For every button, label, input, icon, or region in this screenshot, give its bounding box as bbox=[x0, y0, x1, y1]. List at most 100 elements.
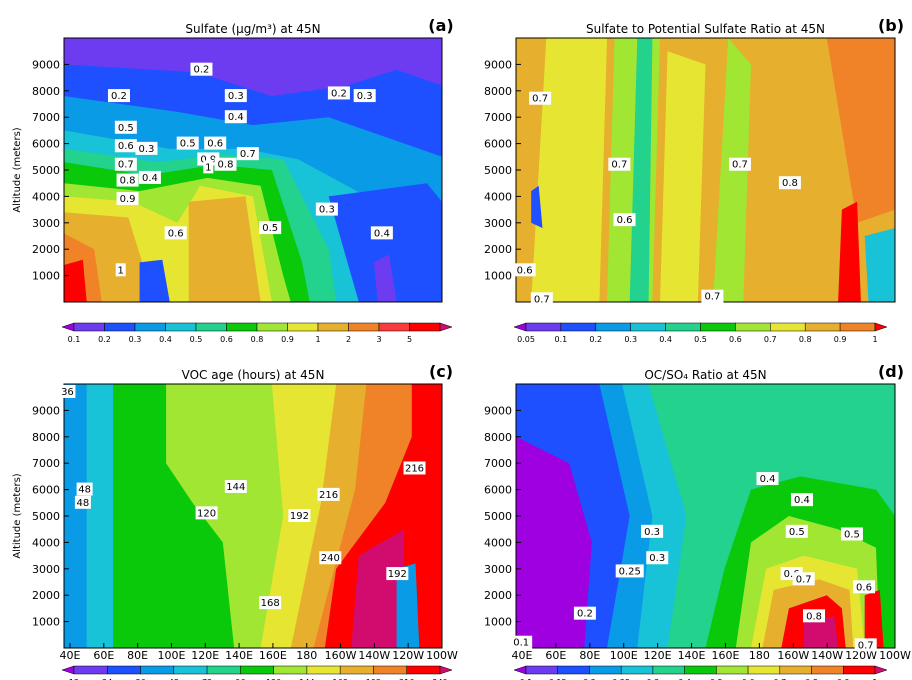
contour-label-bg bbox=[353, 89, 376, 103]
y-tick-label: 1000 bbox=[484, 270, 512, 283]
colorbar-level-label: 0.8 bbox=[251, 335, 264, 344]
contour-label: 0.7 bbox=[796, 574, 812, 585]
contour-label: 0.4 bbox=[794, 495, 810, 506]
colorbar-level-label: 0.25 bbox=[612, 678, 630, 680]
colorbar: 0.05 0.1 0.2 0.3 0.4 0.5 0.6 0.7 0.8 0.9 1 bbox=[513, 322, 888, 344]
y-tick-label: 2000 bbox=[484, 589, 512, 602]
y-tick-label: 6000 bbox=[484, 484, 512, 497]
colorbar-arrow-left bbox=[513, 322, 527, 332]
contour-label: 48 bbox=[77, 498, 90, 509]
colorbar-segment bbox=[195, 322, 227, 332]
contour-label: 0.3 bbox=[319, 205, 335, 216]
colorbar-level-label: 0.1 bbox=[68, 335, 81, 344]
x-tick-label: 60E bbox=[545, 649, 566, 662]
colorbar-segment bbox=[557, 665, 590, 675]
contour-label-bg bbox=[114, 157, 137, 171]
panel-label: (c) bbox=[429, 362, 453, 381]
contour-label: 0.2 bbox=[111, 91, 127, 102]
y-axis-label: Altitude (meters) bbox=[12, 473, 23, 558]
y-tick-label: 4000 bbox=[484, 190, 512, 203]
colorbar-level-label: 0.9 bbox=[281, 335, 294, 344]
x-tick-label: 80E bbox=[579, 649, 600, 662]
y-tick-label: 2000 bbox=[32, 243, 60, 256]
y-tick-label: 3000 bbox=[484, 217, 512, 230]
contour-label-bg bbox=[701, 289, 724, 303]
colorbar-segment bbox=[273, 665, 308, 675]
colorbar-segment bbox=[165, 322, 197, 332]
colorbar-level-label: 0.5 bbox=[190, 335, 203, 344]
contour-label-bg bbox=[728, 157, 751, 171]
contour-label: 0.6 bbox=[207, 139, 223, 150]
colorbar-level-label: 168 bbox=[333, 678, 348, 680]
colorbar-level-label: 0.7 bbox=[764, 335, 777, 344]
x-tick-label: 80E bbox=[127, 649, 148, 662]
contour-band bbox=[864, 589, 884, 648]
contour-label-bg bbox=[778, 176, 801, 190]
contour-label-bg bbox=[317, 487, 340, 501]
x-tick-label: 60E bbox=[93, 649, 114, 662]
contour-label: 0.1 bbox=[513, 638, 529, 649]
colorbar-level-label: 0.4 bbox=[678, 678, 691, 680]
contour-label-bg bbox=[107, 89, 130, 103]
y-tick-label: 4000 bbox=[484, 536, 512, 549]
contour-label: 0.4 bbox=[374, 228, 390, 239]
y-tick-label: 5000 bbox=[484, 510, 512, 523]
contour-label-bg bbox=[138, 170, 161, 184]
colorbar-segment bbox=[256, 322, 288, 332]
contour-label-bg bbox=[197, 152, 220, 166]
contour-label-bg bbox=[403, 461, 426, 475]
colorbar-segment bbox=[173, 665, 208, 675]
colorbar-level-label: 0.3 bbox=[624, 335, 637, 344]
y-tick-label: 4000 bbox=[32, 190, 60, 203]
contour-label-bg bbox=[613, 213, 636, 227]
y-tick-label: 1000 bbox=[484, 616, 512, 629]
contour-label: 0.4 bbox=[142, 173, 158, 184]
colorbar-segment bbox=[843, 665, 876, 675]
contour-label: 0.5 bbox=[262, 223, 278, 234]
contour-label-bg bbox=[195, 506, 218, 520]
contour-label-bg bbox=[116, 192, 139, 206]
colorbar-arrow-right bbox=[439, 665, 453, 675]
contour-label: 0.7 bbox=[532, 94, 548, 105]
colorbar-segment bbox=[240, 665, 274, 675]
contour-band bbox=[139, 259, 170, 302]
colorbar-segment bbox=[107, 665, 141, 675]
y-tick-label: 6000 bbox=[32, 484, 60, 497]
colorbar-level-label: 1 bbox=[872, 678, 877, 680]
colorbar-segment bbox=[652, 665, 685, 675]
contour-band bbox=[660, 51, 706, 303]
colorbar-level-label: 48 bbox=[169, 678, 179, 680]
colorbar-segment bbox=[339, 665, 374, 675]
x-tick-label: 140E bbox=[225, 649, 253, 662]
contour-label-bg bbox=[203, 160, 214, 174]
colorbar-segment bbox=[287, 322, 319, 332]
colorbar-arrow-left bbox=[61, 665, 75, 675]
contour-band bbox=[804, 616, 839, 648]
contour-label: 0.7 bbox=[240, 149, 256, 160]
x-tick-label: 160W bbox=[777, 649, 809, 662]
colorbar-level-label: 216 bbox=[399, 678, 414, 680]
contour-label: 168 bbox=[261, 598, 280, 609]
x-tick-label: 160E bbox=[259, 649, 287, 662]
colorbar: 0.1 0.15 0.2 0.25 0.3 0.4 0.5 0.6 0.7 0.8 0.9 1 bbox=[513, 665, 888, 680]
colorbar-level-label: 0.4 bbox=[159, 335, 172, 344]
y-tick-label: 3000 bbox=[32, 217, 60, 230]
contour-label: 0.2 bbox=[331, 88, 347, 99]
contour-band bbox=[629, 38, 653, 302]
colorbar-arrow-left bbox=[513, 665, 527, 675]
colorbar-segment bbox=[684, 665, 717, 675]
contour-label: 0.7 bbox=[534, 294, 550, 305]
colorbar-level-label: 0.1 bbox=[555, 335, 568, 344]
y-tick-label: 7000 bbox=[484, 457, 512, 470]
contour-label: 0.25 bbox=[619, 566, 641, 577]
contour-label-bg bbox=[646, 551, 669, 565]
colorbar-segment bbox=[804, 322, 841, 332]
panel-title: OC/SO₄ Ratio at 45N bbox=[644, 368, 766, 382]
contour-label: 0.8 bbox=[782, 178, 798, 189]
contour-label: 0.7 bbox=[704, 292, 720, 303]
contour-band bbox=[351, 529, 405, 648]
colorbar-segment bbox=[104, 322, 136, 332]
contour-label-bg bbox=[854, 638, 877, 652]
contour-label-bg bbox=[319, 551, 342, 565]
